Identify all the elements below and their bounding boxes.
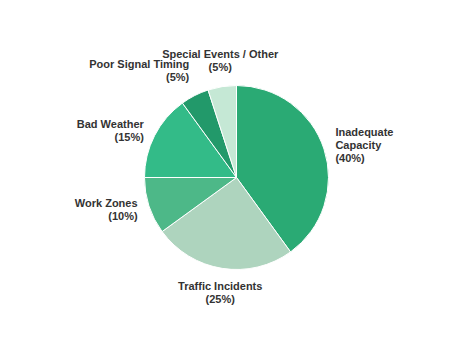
svg-text:Work Zones(10%): Work Zones(10%)	[75, 197, 138, 222]
svg-text:Poor Signal Timing(5%): Poor Signal Timing(5%)	[89, 58, 189, 83]
svg-text:InadequateCapacity(40%): InadequateCapacity(40%)	[335, 126, 393, 164]
svg-text:Bad Weather(15%): Bad Weather(15%)	[77, 118, 145, 143]
svg-text:Special Events / Other(5%): Special Events / Other(5%)	[162, 48, 279, 73]
svg-text:Traffic Incidents(25%): Traffic Incidents(25%)	[178, 280, 262, 305]
